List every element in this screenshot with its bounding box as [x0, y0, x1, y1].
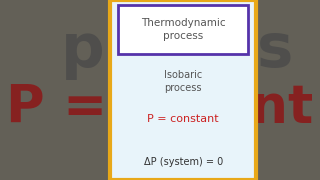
Text: s: s: [257, 21, 293, 80]
Text: P =: P =: [6, 82, 108, 134]
Text: p: p: [61, 21, 105, 80]
Text: Thermodynamic
process: Thermodynamic process: [141, 18, 226, 41]
Text: P = constant: P = constant: [148, 114, 219, 124]
Text: Isobaric
process: Isobaric process: [164, 70, 202, 93]
FancyBboxPatch shape: [118, 4, 248, 54]
FancyBboxPatch shape: [110, 0, 256, 180]
Text: ant: ant: [215, 82, 314, 134]
Text: ΔP (system) = 0: ΔP (system) = 0: [144, 157, 223, 167]
